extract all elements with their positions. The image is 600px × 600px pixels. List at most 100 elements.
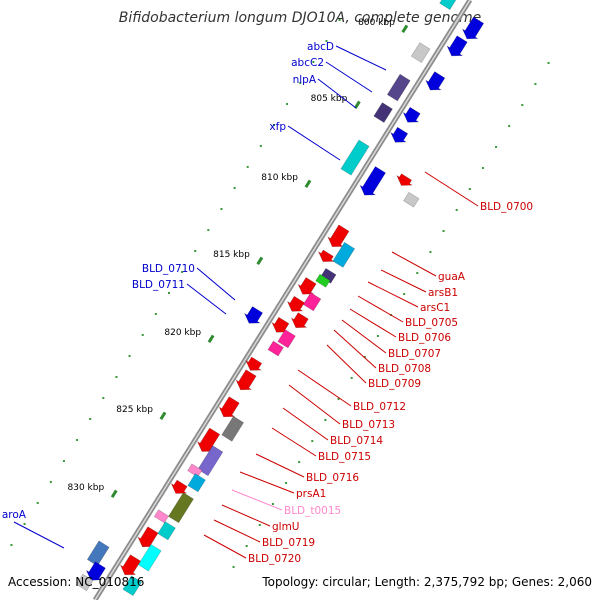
guide-dot <box>245 544 248 547</box>
guide-dot <box>311 439 314 442</box>
leader-line <box>255 453 305 478</box>
gene-label[interactable]: BLD_0713 <box>342 419 395 431</box>
gene-feature <box>461 16 485 40</box>
guide-dot <box>495 145 498 148</box>
gene-feature <box>425 71 446 91</box>
guide-dot <box>49 481 52 484</box>
leader-line <box>297 369 352 407</box>
guide-dot <box>403 292 406 295</box>
guide-dot <box>10 544 13 547</box>
guide-dot <box>350 376 353 379</box>
leader-line <box>287 125 341 161</box>
gene-label[interactable]: nlpA <box>293 74 317 86</box>
gene-label[interactable]: BLD_0716 <box>306 472 359 484</box>
gene-label[interactable]: BLD_0709 <box>368 378 421 390</box>
guide-dot <box>194 250 197 253</box>
guide-dot <box>324 418 327 421</box>
guide-dot <box>167 292 170 295</box>
gene-feature <box>187 473 206 493</box>
gene-label[interactable]: BLD_0720 <box>248 553 301 565</box>
leader-line <box>203 534 247 559</box>
gene-feature <box>122 575 142 597</box>
guide-dot <box>325 40 328 43</box>
gene-feature <box>327 224 350 248</box>
leader-line <box>213 519 261 543</box>
tick-label: 820 kbp <box>164 328 201 338</box>
guide-dot <box>36 502 39 505</box>
gene-feature <box>317 249 335 262</box>
gene-label[interactable]: BLD_0706 <box>398 332 451 344</box>
gene-features <box>76 0 485 597</box>
guide-dot <box>363 355 366 358</box>
gene-feature <box>315 273 331 288</box>
genome-summary-text: Topology: circular; Length: 2,375,792 bp… <box>261 575 592 589</box>
guide-dot <box>115 376 118 379</box>
guide-dot <box>534 82 537 85</box>
gene-label[interactable]: guaA <box>438 271 466 283</box>
gene-feature <box>187 463 203 478</box>
guide-dot <box>521 103 524 106</box>
gene-label[interactable]: aroA <box>2 509 27 521</box>
gene-label[interactable]: prsA1 <box>296 488 326 500</box>
guide-dot <box>76 439 79 442</box>
gene-label[interactable]: glmU <box>272 521 300 533</box>
gene-label[interactable]: BLD_0712 <box>353 401 406 413</box>
gene-label[interactable]: BLD_0710 <box>142 263 195 275</box>
guide-dot <box>181 271 184 274</box>
guide-dot <box>272 124 275 127</box>
gene-label[interactable]: BLD_t0015 <box>284 505 341 517</box>
gene-feature <box>168 492 194 524</box>
gene-label[interactable]: BLD_0707 <box>388 348 441 360</box>
gene-feature <box>267 340 284 357</box>
leader-line <box>239 471 295 494</box>
scale-tick <box>110 489 118 498</box>
gene-label[interactable]: arsC1 <box>420 302 450 314</box>
guide-dot <box>442 229 445 232</box>
tick-label: 800 kbp <box>358 18 395 28</box>
guide-dot <box>299 82 302 85</box>
leader-line <box>282 407 329 441</box>
leader-line <box>13 521 65 549</box>
guide-dot <box>128 355 131 358</box>
scale-ticks: 800 kbp 805 kbp 810 kbp 815 kbp 820 kbp 825 k… <box>68 18 409 498</box>
guide-dot <box>312 61 315 64</box>
gene-label[interactable]: BLD_0719 <box>262 537 315 549</box>
guide-dot <box>271 502 274 505</box>
leader-line <box>221 504 271 527</box>
guide-dot <box>468 187 471 190</box>
guide-dot <box>508 124 511 127</box>
gene-label[interactable]: BLD_0715 <box>318 451 371 463</box>
gene-label[interactable]: BLD_0705 <box>405 317 458 329</box>
leader-line <box>424 171 479 207</box>
scale-tick <box>159 411 167 420</box>
gene-label[interactable]: abcD <box>307 41 334 53</box>
gene-feature <box>340 139 370 176</box>
gene-label[interactable]: BLD_0708 <box>378 363 431 375</box>
gene-feature <box>290 312 309 329</box>
leader-line <box>367 281 419 308</box>
gene-feature <box>359 166 386 196</box>
guide-dot <box>481 166 484 169</box>
guide-dot <box>141 334 144 337</box>
gene-label[interactable]: xfp <box>269 121 286 133</box>
backbone <box>92 0 473 600</box>
leader-line <box>349 308 397 338</box>
tick-label: 830 kbp <box>68 483 105 493</box>
gene-label[interactable]: BLD_0700 <box>480 201 533 213</box>
gene-feature <box>197 445 224 477</box>
gene-label[interactable]: BLD_0714 <box>330 435 383 447</box>
gene-label[interactable]: arsB1 <box>428 287 458 299</box>
guide-dot <box>376 334 379 337</box>
guide-dot <box>286 103 289 106</box>
guide-dot <box>89 418 92 421</box>
gene-feature <box>86 540 110 567</box>
guide-dot <box>220 208 223 211</box>
gene-label[interactable]: abcC2 <box>291 57 324 69</box>
guide-dot <box>232 565 235 568</box>
gene-label[interactable]: BLD_0711 <box>132 279 185 291</box>
guide-dot <box>337 397 340 400</box>
gene-feature <box>286 295 305 312</box>
label-leaders <box>13 45 479 559</box>
scale-tick <box>353 100 361 109</box>
leader-line <box>380 269 427 293</box>
